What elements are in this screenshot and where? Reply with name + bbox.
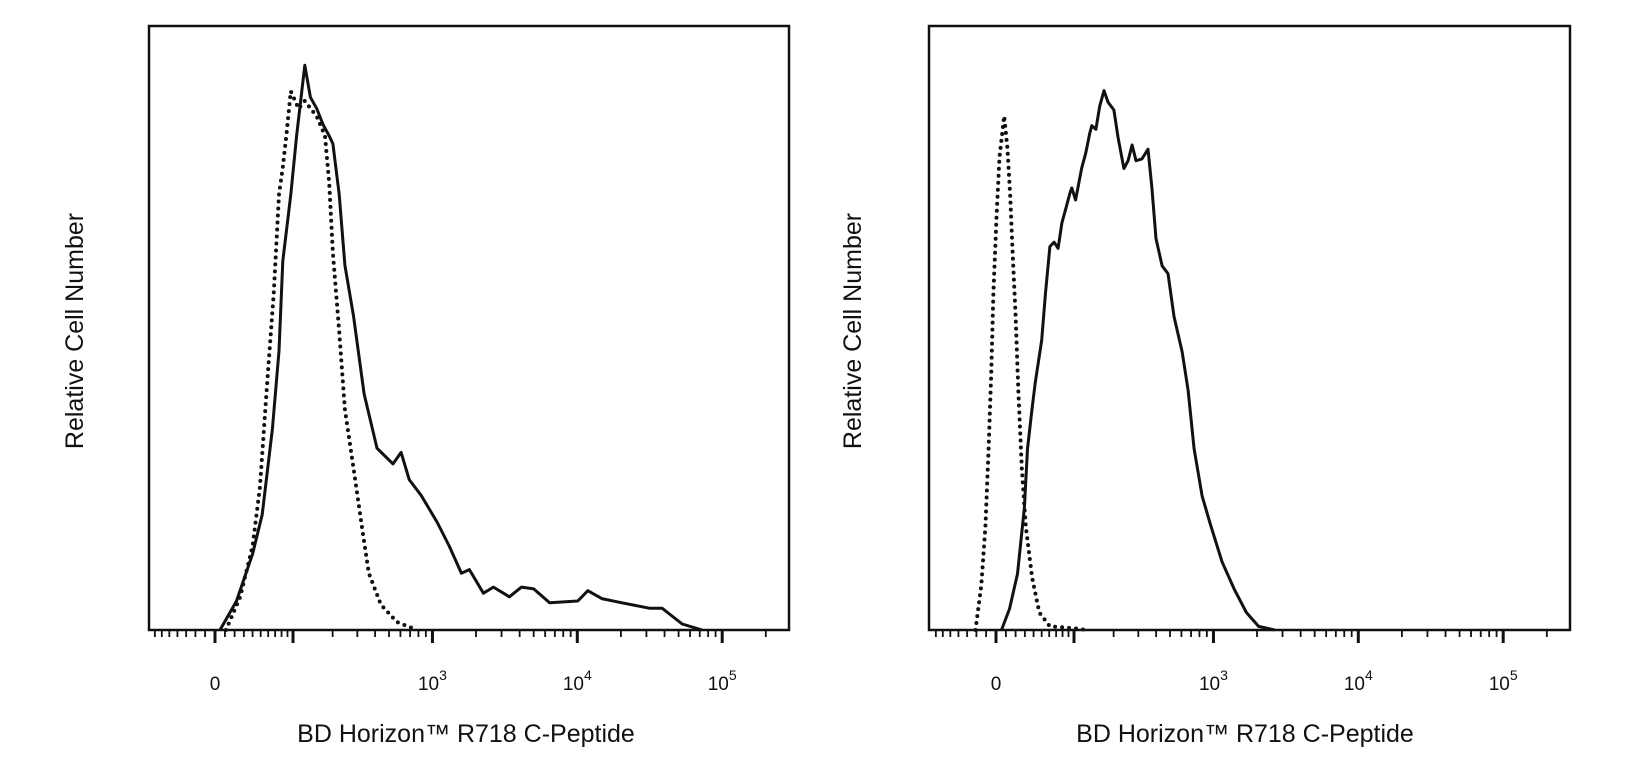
stained-histogram-solid: [1000, 89, 1275, 632]
x-tick-label: 105: [708, 667, 737, 695]
tick-label-exponent: 4: [584, 667, 592, 683]
x-tick-label: 103: [1199, 667, 1228, 695]
tick-label-base: 10: [708, 674, 729, 695]
x-tick-label: 0: [210, 674, 221, 695]
histogram-curves: [973, 89, 1275, 632]
y-axis-title: Relative Cell Number: [839, 213, 867, 449]
plot-frame: [927, 24, 1572, 632]
y-axis-title: Relative Cell Number: [61, 213, 89, 449]
x-tick-label: 104: [563, 667, 592, 695]
x-axis-ticks: [934, 630, 1548, 643]
histogram-panel-left: 0 103 104 105 BD Horizon™ R718 C-Peptide Re…: [61, 24, 791, 748]
histogram-panel-right: 0 103 104 105 BD Horizon™ R718 C-Peptide Re…: [839, 24, 1572, 748]
tick-label-base: 10: [1344, 674, 1365, 695]
x-tick-label: 105: [1489, 667, 1518, 695]
x-axis-title: BD Horizon™ R718 C-Peptide: [297, 720, 635, 748]
x-tick-label: 0: [991, 674, 1002, 695]
stained-histogram-solid: [218, 63, 703, 632]
histogram-curves: [218, 63, 703, 632]
plot-frame: [147, 24, 791, 632]
tick-label-exponent: 3: [1220, 667, 1228, 683]
tick-label-base: 0: [991, 674, 1002, 695]
x-axis-ticks: [153, 630, 767, 643]
tick-label-base: 10: [563, 674, 584, 695]
control-histogram-dotted: [973, 114, 1089, 632]
x-tick-label: 104: [1344, 667, 1373, 695]
tick-label-base: 10: [1199, 674, 1220, 695]
tick-label-exponent: 5: [729, 667, 737, 683]
x-axis-tick-labels: 0 103 104 105: [210, 667, 737, 695]
tick-label-base: 0: [210, 674, 221, 695]
tick-label-base: 10: [1489, 674, 1510, 695]
tick-label-base: 10: [418, 674, 439, 695]
tick-label-exponent: 4: [1365, 667, 1373, 683]
x-axis-tick-labels: 0 103 104 105: [991, 667, 1518, 695]
x-axis-title: BD Horizon™ R718 C-Peptide: [1076, 720, 1414, 748]
control-histogram-dotted: [223, 89, 420, 632]
x-tick-label: 103: [418, 667, 447, 695]
tick-label-exponent: 3: [439, 667, 447, 683]
tick-label-exponent: 5: [1510, 667, 1518, 683]
